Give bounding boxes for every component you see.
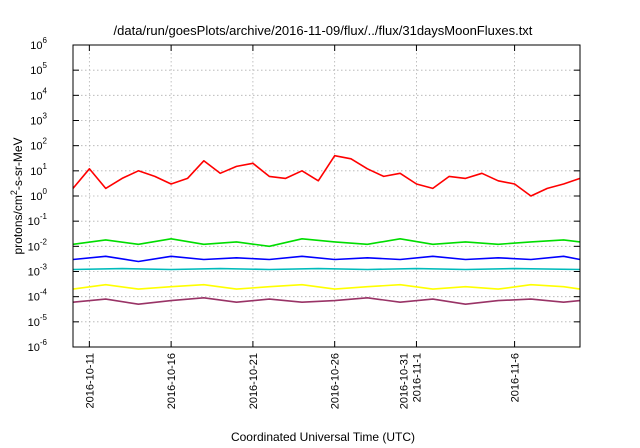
- y-tick-exponent: -4: [40, 288, 48, 297]
- y-tick-label: 106: [30, 36, 47, 52]
- y-tick-base: 10: [30, 116, 42, 128]
- y-tick-label: 104: [30, 86, 47, 102]
- x-tick-label: 2016-10-16: [166, 353, 178, 409]
- y-tick-base: 10: [28, 267, 40, 279]
- y-tick-exponent: 6: [43, 36, 48, 45]
- y-tick-labels: 10-610-510-410-310-210-11001011021031041…: [28, 36, 48, 354]
- y-tick-exponent: -3: [40, 263, 48, 272]
- y-tick-label: 10-5: [28, 313, 48, 329]
- y-tick-label: 101: [30, 162, 47, 178]
- y-tick-label: 105: [30, 61, 47, 77]
- y-axis-label: protons/cm2-s-sr-MeV: [9, 137, 25, 254]
- y-tick-base: 10: [30, 90, 42, 102]
- x-tick-label: 2016-10-21: [248, 353, 260, 409]
- y-tick-label: 103: [30, 112, 47, 128]
- series-layer: [72, 154, 581, 306]
- tick-marks: [73, 44, 580, 348]
- x-tick-label: 2016-10-26: [330, 353, 342, 409]
- x-tick-label: 2016-11-1: [411, 353, 423, 402]
- y-tick-base: 10: [30, 65, 42, 77]
- y-tick-base: 10: [30, 40, 42, 52]
- y-tick-exponent: 0: [43, 187, 48, 196]
- y-tick-base: 10: [28, 317, 40, 329]
- x-tick-label: 2016-10-11: [84, 353, 96, 408]
- y-tick-base: 10: [28, 342, 40, 354]
- y-tick-base: 10: [28, 292, 40, 304]
- y-tick-exponent: -5: [40, 313, 48, 322]
- y-tick-base: 10: [30, 166, 42, 178]
- y-tick-label: 10-1: [28, 212, 48, 228]
- y-tick-base: 10: [28, 241, 40, 253]
- x-tick-label: 2016-10-31: [398, 353, 410, 409]
- y-tick-base: 10: [30, 141, 42, 153]
- y-tick-base: 10: [28, 216, 40, 228]
- y-tick-label: 102: [30, 137, 47, 153]
- x-tick-label: 2016-11-6: [510, 353, 522, 402]
- y-axis-label-suffix: -s-sr-MeV: [11, 137, 25, 190]
- grid-lines: [73, 45, 580, 347]
- y-tick-exponent: 4: [43, 86, 48, 95]
- y-tick-exponent: 2: [43, 137, 48, 146]
- y-tick-exponent: -1: [40, 212, 48, 221]
- y-tick-label: 10-2: [28, 237, 48, 253]
- series-line-1: [72, 154, 581, 197]
- y-axis-label-sup: 2: [9, 190, 19, 195]
- series-line-3: [72, 255, 581, 263]
- chart-title: /data/run/goesPlots/archive/2016-11-09/f…: [114, 23, 533, 38]
- y-tick-exponent: -2: [40, 237, 48, 246]
- series-line-4: [72, 267, 581, 271]
- series-line-5: [72, 283, 581, 290]
- y-tick-exponent: 5: [43, 61, 48, 70]
- series-line-6: [72, 296, 581, 306]
- y-axis-label-prefix: protons/cm: [11, 195, 25, 254]
- y-tick-label: 10-4: [28, 288, 48, 304]
- y-tick-exponent: 1: [43, 162, 48, 171]
- x-axis-label: Coordinated Universal Time (UTC): [231, 430, 415, 444]
- y-tick-label: 100: [30, 187, 47, 203]
- series-line-2: [72, 238, 581, 248]
- x-tick-labels: 2016-10-11 2016-10-16 2016-10-21 2016-10-26…: [84, 353, 521, 409]
- y-tick-label: 10-6: [28, 338, 48, 354]
- y-tick-base: 10: [30, 191, 42, 203]
- y-tick-exponent: 3: [43, 112, 48, 121]
- y-tick-exponent: -6: [40, 338, 48, 347]
- y-tick-label: 10-3: [28, 263, 48, 279]
